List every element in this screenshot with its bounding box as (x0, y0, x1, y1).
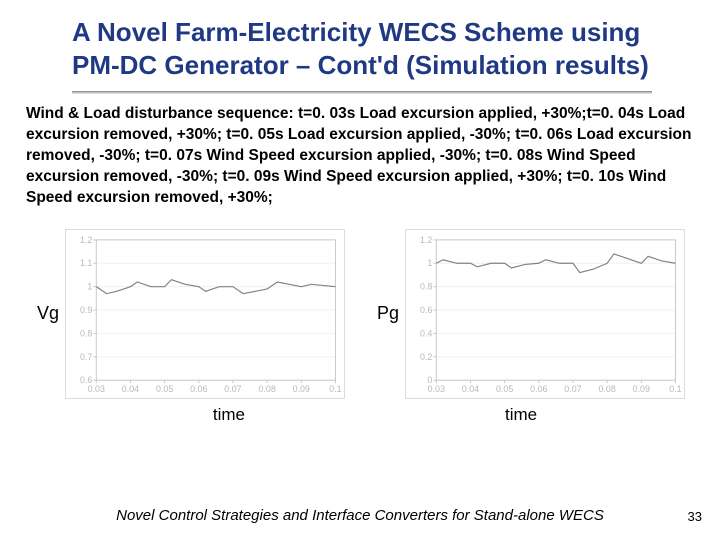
x-labels-row: time time (30, 405, 720, 425)
svg-text:0.6: 0.6 (420, 305, 432, 315)
right-y-label: Pg (375, 303, 399, 324)
svg-text:0.9: 0.9 (80, 305, 92, 315)
disturbance-description: Wind & Load disturbance sequence: t=0. 0… (0, 94, 720, 209)
svg-text:1: 1 (427, 258, 432, 268)
svg-text:0.09: 0.09 (633, 384, 650, 394)
svg-text:0.1: 0.1 (329, 384, 341, 394)
right-chart: 1.210.80.60.40.200.030.040.050.060.070.0… (405, 229, 685, 399)
left-y-label: Vg (35, 303, 59, 324)
svg-text:0.07: 0.07 (224, 384, 241, 394)
svg-text:0.8: 0.8 (80, 328, 92, 338)
slide-title: A Novel Farm-Electricity WECS Scheme usi… (72, 16, 680, 81)
svg-text:0.08: 0.08 (258, 384, 275, 394)
svg-text:0.08: 0.08 (598, 384, 615, 394)
svg-text:0.06: 0.06 (190, 384, 207, 394)
svg-text:0.4: 0.4 (420, 328, 432, 338)
svg-text:1.2: 1.2 (80, 234, 92, 244)
svg-text:0.8: 0.8 (420, 281, 432, 291)
svg-text:0.03: 0.03 (88, 384, 105, 394)
svg-text:0.07: 0.07 (564, 384, 581, 394)
svg-text:1.1: 1.1 (80, 258, 92, 268)
svg-text:0.09: 0.09 (293, 384, 310, 394)
page-number: 33 (688, 509, 702, 524)
svg-text:1.2: 1.2 (420, 234, 432, 244)
svg-text:0.7: 0.7 (80, 351, 92, 361)
svg-text:0.06: 0.06 (530, 384, 547, 394)
right-x-label: time (505, 405, 537, 425)
svg-text:0.1: 0.1 (669, 384, 681, 394)
left-chart-group: Vg 1.21.110.90.80.70.60.030.040.050.060.… (35, 229, 345, 399)
footer-caption: Novel Control Strategies and Interface C… (0, 507, 720, 524)
svg-text:0.03: 0.03 (428, 384, 445, 394)
svg-text:0.05: 0.05 (496, 384, 513, 394)
svg-text:1: 1 (87, 281, 92, 291)
svg-text:0.05: 0.05 (156, 384, 173, 394)
svg-text:0.2: 0.2 (420, 351, 432, 361)
right-chart-group: Pg 1.210.80.60.40.200.030.040.050.060.07… (375, 229, 685, 399)
left-x-label: time (213, 405, 245, 425)
svg-text:0.04: 0.04 (122, 384, 139, 394)
left-chart: 1.21.110.90.80.70.60.030.040.050.060.070… (65, 229, 345, 399)
svg-text:0.04: 0.04 (462, 384, 479, 394)
charts-row: Vg 1.2 1.1 1 0.9 0.8 0.7 0.6 0.03 0.04 0.05 0.06 0.… (0, 229, 720, 399)
